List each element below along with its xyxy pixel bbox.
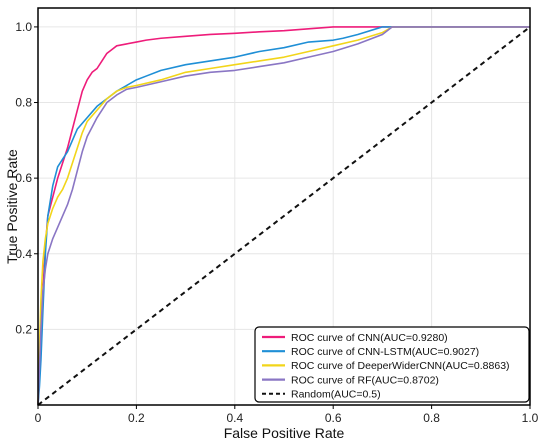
y-axis-label: True Positive Rate (4, 149, 20, 264)
y-tick-label: 0.4 (15, 247, 32, 261)
plot-frame (37, 7, 531, 406)
roc-curve-0 (37, 26, 530, 406)
x-tick-label: 0.6 (325, 411, 342, 425)
roc-curve-1 (37, 26, 530, 406)
grid (38, 8, 530, 405)
x-tick-label: 1.0 (522, 411, 539, 425)
x-tick-label: 0.8 (423, 411, 440, 425)
roc-curve-3 (37, 26, 530, 406)
legend-label: ROC curve of RF(AUC=0.8702) (291, 374, 439, 386)
roc-curve-2 (37, 26, 530, 406)
y-tick-label: 1.0 (15, 20, 32, 34)
roc-curves (37, 26, 531, 406)
y-tick-label: 0.2 (15, 322, 32, 336)
legend-label: ROC curve of DeeperWiderCNN(AUC=0.8863) (291, 360, 510, 372)
legend: ROC curve of CNN(AUC=0.9280) ROC curve of… (254, 326, 530, 403)
y-tick-label: 0.6 (15, 171, 32, 185)
y-tick-label: 0.8 (15, 96, 32, 110)
x-tick-label: 0.2 (128, 411, 145, 425)
legend-label: ROC curve of CNN(AUC=0.9280) (291, 332, 448, 344)
axis-ticks: 0 0.2 0.4 0.6 0.8 1.0 0.2 0.4 0.6 0.8 1.0 (15, 20, 538, 425)
legend-box (254, 326, 530, 403)
legend-label: ROC curve of CNN-LSTM(AUC=0.9027) (291, 346, 479, 358)
x-axis-label: False Positive Rate (224, 425, 345, 441)
x-tick-label: 0.4 (226, 411, 243, 425)
roc-curve-4 (37, 26, 531, 406)
x-tick-label: 0 (35, 411, 42, 425)
legend-label: Random(AUC=0.5) (291, 389, 381, 401)
